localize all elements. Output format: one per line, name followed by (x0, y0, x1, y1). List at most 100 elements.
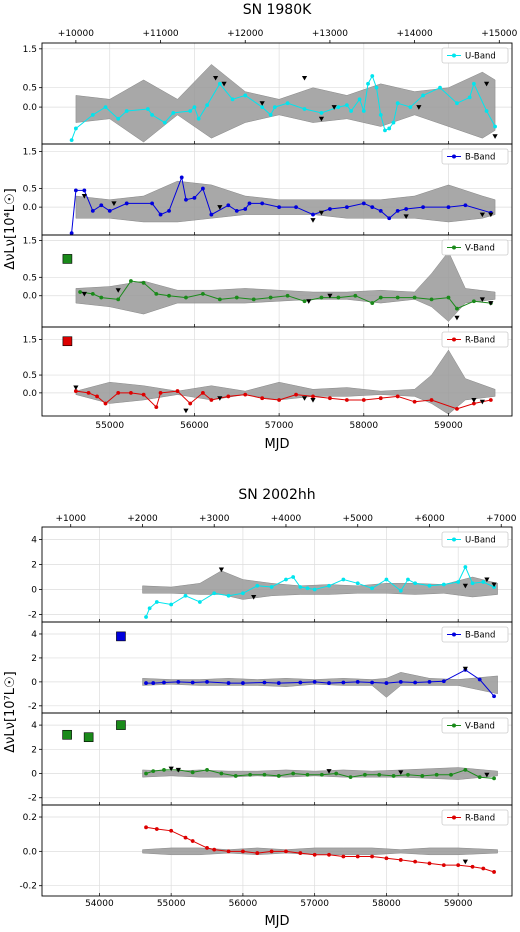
legend-box (441, 148, 509, 165)
data-point (260, 396, 265, 401)
data-point (456, 580, 461, 584)
upper-limit-marker (183, 408, 189, 414)
data-point (344, 205, 349, 210)
upper-limit-marker (81, 291, 87, 297)
data-point (334, 771, 339, 776)
x-tick-label: 56000 (229, 899, 258, 909)
y-tick-label: 0.2 (23, 813, 37, 823)
data-point (421, 93, 425, 98)
panel-u-band: 1.5 0.0 0.5 U-Band (23, 42, 513, 145)
data-point (355, 679, 360, 684)
chart-1: SN 1980K +10000 +11000 +12000 +13000 +14000 +1… (3, 2, 518, 452)
data-point (463, 565, 468, 569)
panel-frame (41, 804, 513, 897)
data-point (387, 126, 392, 131)
data-point (262, 772, 267, 777)
data-point (73, 188, 78, 193)
series-line (80, 280, 491, 310)
data-point (427, 861, 432, 866)
data-point (370, 301, 375, 305)
y-tick-label: 0.0 (23, 847, 38, 857)
data-point (201, 186, 205, 191)
data-point (395, 101, 400, 106)
data-point (90, 291, 95, 296)
data-point (219, 771, 224, 776)
data-point (493, 124, 497, 129)
data-point (145, 107, 150, 111)
uncertainty-band (142, 570, 498, 600)
data-point (348, 775, 353, 780)
data-point (241, 849, 245, 854)
data-point (413, 680, 418, 685)
y-tick-label: 0.5 (23, 371, 37, 381)
panel-frame (41, 326, 513, 417)
data-point (305, 586, 310, 591)
legend-label: V-Band (465, 244, 495, 254)
legend: B-Band (441, 626, 509, 643)
data-point (255, 583, 260, 588)
y-tick-label: 4 (31, 630, 37, 640)
data-point (319, 295, 324, 300)
top-tick-label: +13000 (312, 29, 348, 39)
data-point (162, 680, 166, 685)
legend: U-Band (441, 531, 509, 548)
uncertainty-band (75, 64, 496, 143)
data-point (366, 81, 370, 86)
data-point (298, 851, 303, 855)
data-point (162, 120, 167, 125)
data-point (124, 201, 129, 206)
data-point (467, 95, 472, 100)
top-tick-label: +12000 (227, 29, 263, 39)
data-point (116, 390, 121, 395)
upper-limit-marker (488, 301, 494, 306)
panel-frame (41, 621, 513, 714)
data-point (209, 398, 214, 402)
data-point (471, 299, 476, 304)
data-point (124, 109, 129, 113)
data-point (284, 577, 288, 582)
data-point (406, 772, 410, 777)
data-point (268, 112, 273, 117)
square-marker (62, 254, 73, 264)
data-point (190, 680, 195, 685)
panel-v-band: 1.5 0.0 0.5 V-Band (23, 234, 513, 328)
data-point (209, 212, 214, 217)
data-point (150, 112, 154, 117)
top-tick-label: +1000 (55, 514, 86, 524)
legend-label: B-Band (465, 631, 495, 641)
data-point (294, 392, 298, 397)
data-point (484, 109, 489, 113)
data-point (413, 581, 418, 586)
data-point (269, 585, 274, 589)
upper-limit-marker (331, 105, 337, 110)
data-point (192, 195, 197, 200)
data-point (395, 208, 400, 213)
upper-limit-marker (454, 315, 460, 321)
data-point (190, 770, 195, 775)
upper-limit-marker (479, 399, 485, 405)
data-point (291, 771, 296, 776)
chart-2: SN 2002hh +1000 +2000 +3000 +4000 +5000 +6000 +… (3, 487, 517, 929)
data-point (398, 588, 403, 593)
top-tick-label: +6000 (414, 514, 445, 524)
data-point (90, 208, 95, 213)
y-tick-label: 0.5 (23, 185, 37, 195)
y-tick-label: 1.5 (23, 45, 37, 55)
data-point (103, 401, 108, 406)
data-point (427, 679, 432, 684)
y-tick-label: 0 (31, 586, 37, 596)
chart-title: SN 2002hh (238, 487, 315, 503)
data-point (247, 201, 252, 206)
data-point (387, 216, 392, 221)
data-point (481, 866, 486, 871)
data-point (184, 197, 188, 202)
data-point (241, 681, 245, 685)
data-point (272, 105, 277, 109)
data-point (384, 681, 389, 685)
data-point (86, 390, 91, 395)
data-point (196, 116, 201, 121)
legend-marker (452, 723, 456, 728)
data-point (438, 85, 442, 90)
upper-limit-marker (217, 396, 223, 401)
y-tick-label: 2 (31, 654, 37, 664)
